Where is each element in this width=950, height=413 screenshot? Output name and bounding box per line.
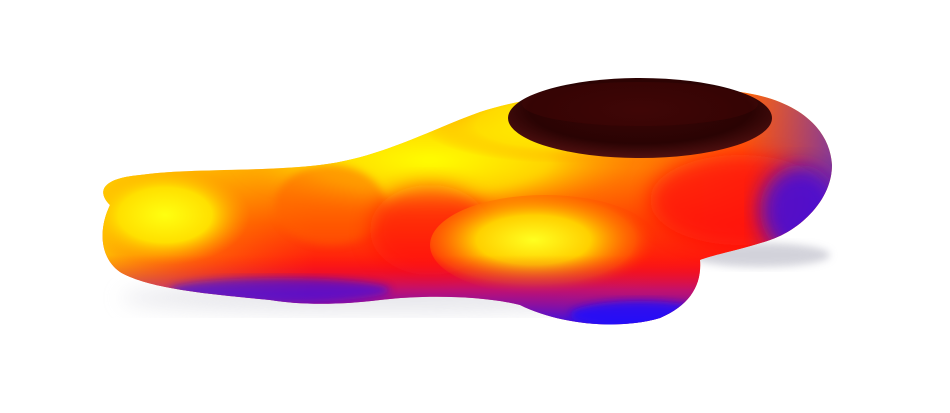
dark-top-cap	[508, 78, 772, 158]
